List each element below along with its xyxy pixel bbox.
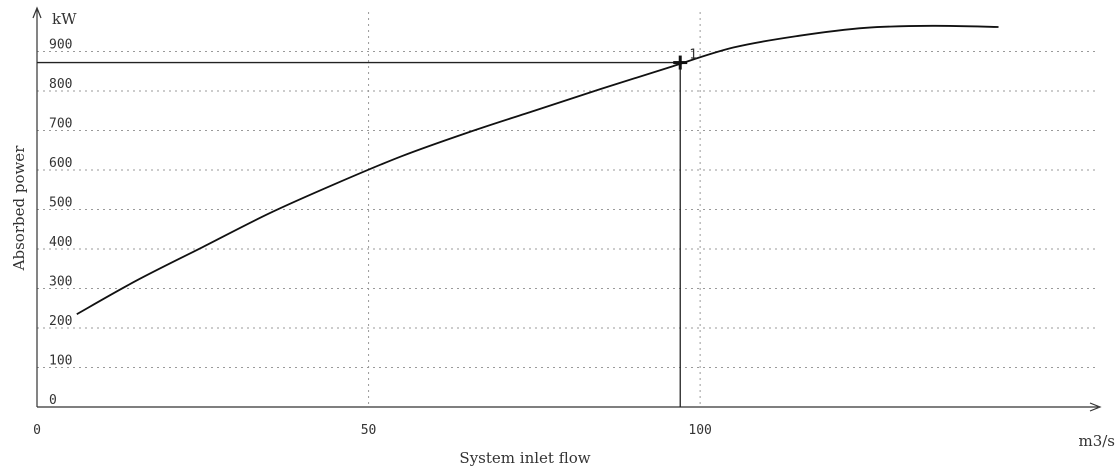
operating-point-label: 1	[689, 48, 697, 63]
y-tick-label: 500	[49, 196, 72, 211]
x-tick-label: 50	[361, 423, 377, 438]
x-unit-label: m3/s	[1078, 432, 1115, 450]
x-tick-label: 100	[688, 423, 711, 438]
y-tick-label: 400	[49, 235, 72, 250]
x-tick-label: 0	[33, 423, 41, 438]
y-tick-label: 700	[49, 117, 72, 132]
y-unit-label: kW	[52, 10, 77, 28]
text-layer: kW Absorbed power System inlet flow m3/s…	[10, 10, 1115, 467]
y-tick-label: 300	[49, 275, 72, 290]
y-tick-label: 900	[49, 38, 72, 53]
y-tick-label: 600	[49, 156, 72, 171]
y-tick-label: 800	[49, 77, 72, 92]
y-axis-title: Absorbed power	[10, 145, 28, 272]
y-tick-label: 100	[49, 354, 72, 369]
x-axis-title: System inlet flow	[459, 449, 590, 467]
y-tick-label: 200	[49, 314, 72, 329]
marker-layer	[37, 56, 687, 407]
grid-layer	[37, 12, 1098, 407]
y-tick-label: 0	[49, 393, 57, 408]
